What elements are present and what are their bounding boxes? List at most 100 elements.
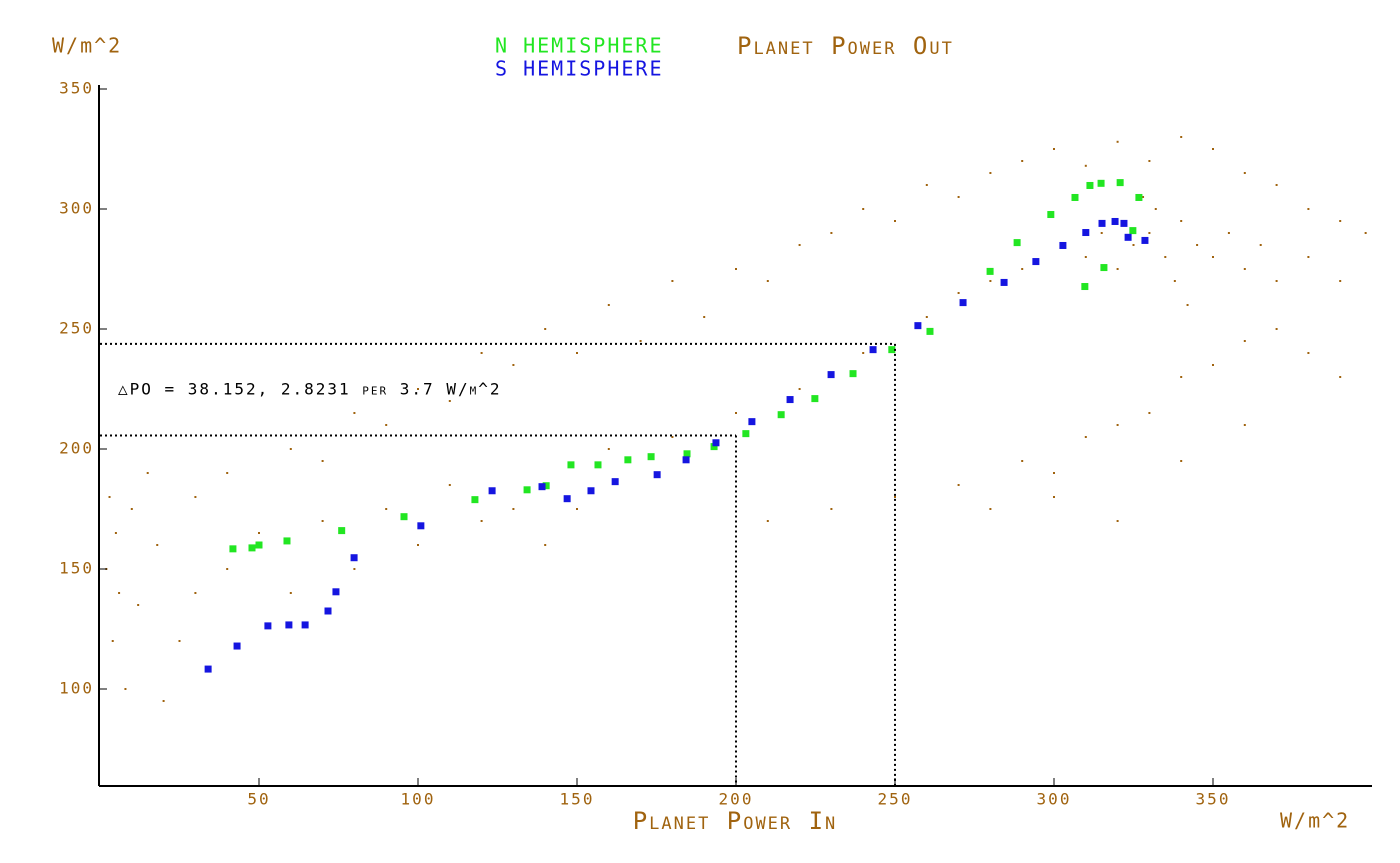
- point: [1141, 236, 1149, 244]
- scatter-dot: [957, 292, 960, 294]
- point: [264, 622, 272, 630]
- scatter-dot: [766, 280, 769, 282]
- scatter-dot: [798, 388, 801, 390]
- point: [538, 483, 546, 491]
- scatter-dot: [1021, 160, 1024, 162]
- scatter-dot: [1021, 268, 1024, 270]
- scatter-dot: [989, 280, 992, 282]
- point: [653, 471, 661, 479]
- point: [624, 456, 632, 464]
- scatter-dot: [830, 232, 833, 234]
- scatter-dot: [1259, 244, 1262, 246]
- scatter-dot: [480, 520, 483, 522]
- scatter-dot: [448, 484, 451, 486]
- scatter-dot: [226, 472, 229, 474]
- point: [742, 430, 750, 438]
- point: [1135, 193, 1143, 201]
- scatter-dot: [1339, 220, 1342, 222]
- scatter-dot: [671, 280, 674, 282]
- point: [1097, 179, 1105, 187]
- scatter-dot: [544, 544, 547, 546]
- point: [523, 486, 531, 494]
- point: [1120, 219, 1128, 227]
- y-tick-label: 200: [59, 439, 94, 458]
- point: [471, 496, 479, 504]
- point: [786, 396, 794, 404]
- scatter-dot: [1212, 256, 1214, 258]
- scatter-dot: [1180, 460, 1183, 462]
- scatter-dot: [480, 352, 483, 354]
- scatter-dot: [735, 268, 737, 270]
- scatter-dot: [1339, 280, 1342, 282]
- y-tick-label: 100: [59, 679, 94, 698]
- scatter-dot: [894, 496, 896, 498]
- point: [567, 461, 575, 469]
- point: [229, 545, 237, 553]
- point: [417, 522, 425, 530]
- scatter-dot: [703, 316, 706, 318]
- point: [712, 439, 720, 447]
- scatter-dot: [321, 460, 324, 462]
- point: [542, 482, 550, 490]
- point: [710, 443, 718, 451]
- point: [647, 453, 655, 461]
- point: [285, 621, 293, 629]
- scatter-dot: [1196, 244, 1199, 246]
- scatter-dot: [417, 544, 419, 546]
- point: [611, 478, 619, 486]
- point: [1013, 239, 1021, 247]
- scatter-dot: [512, 364, 515, 366]
- point: [1082, 229, 1090, 237]
- point: [248, 544, 256, 552]
- scatter-dot: [925, 184, 928, 186]
- point: [1098, 219, 1106, 227]
- scatter-dot: [576, 352, 578, 354]
- scatter-dot: [894, 220, 896, 222]
- point: [926, 327, 934, 335]
- scatter-dot: [607, 304, 610, 306]
- point: [1086, 181, 1094, 189]
- point: [1124, 233, 1132, 241]
- scatter-dot: [1275, 280, 1278, 282]
- point: [1100, 264, 1108, 272]
- scatter-dot: [1180, 376, 1183, 378]
- point: [1000, 278, 1008, 286]
- scatter-dot: [1243, 424, 1246, 426]
- scatter-dot: [258, 532, 260, 534]
- point: [888, 346, 896, 354]
- scatter-dot: [1116, 520, 1119, 522]
- scatter-dot: [1148, 160, 1151, 162]
- scatter-dot: [639, 340, 642, 342]
- scatter-dot: [1186, 304, 1189, 306]
- point: [849, 370, 857, 378]
- scatter-dot: [1307, 352, 1310, 354]
- scatter-dot: [735, 412, 737, 414]
- x-tick-label: 200: [719, 790, 754, 809]
- point: [869, 346, 877, 354]
- scatter-dot: [1053, 496, 1055, 498]
- y-tick-label: 300: [59, 199, 94, 218]
- scatter-dot: [1180, 136, 1183, 138]
- scatter-dot: [1243, 340, 1246, 342]
- point: [683, 450, 691, 458]
- scatter-dot: [1154, 208, 1157, 210]
- scatter-dot: [162, 700, 165, 702]
- point: [1059, 241, 1067, 249]
- scatter-dot: [448, 400, 451, 402]
- scatter-dot: [1100, 232, 1103, 234]
- x-tick-label: 250: [878, 790, 913, 809]
- point: [914, 322, 922, 330]
- point: [777, 411, 785, 419]
- point: [1129, 227, 1137, 235]
- x-axis-label: Planet Power In: [633, 807, 838, 835]
- scatter-dot: [178, 640, 181, 642]
- scatter-dot: [417, 388, 419, 390]
- point: [488, 487, 496, 495]
- point: [1071, 193, 1079, 201]
- scatter-dot: [353, 412, 356, 414]
- point: [986, 267, 994, 275]
- point: [332, 588, 340, 596]
- point: [301, 621, 309, 629]
- x-tick-label: 50: [247, 790, 270, 809]
